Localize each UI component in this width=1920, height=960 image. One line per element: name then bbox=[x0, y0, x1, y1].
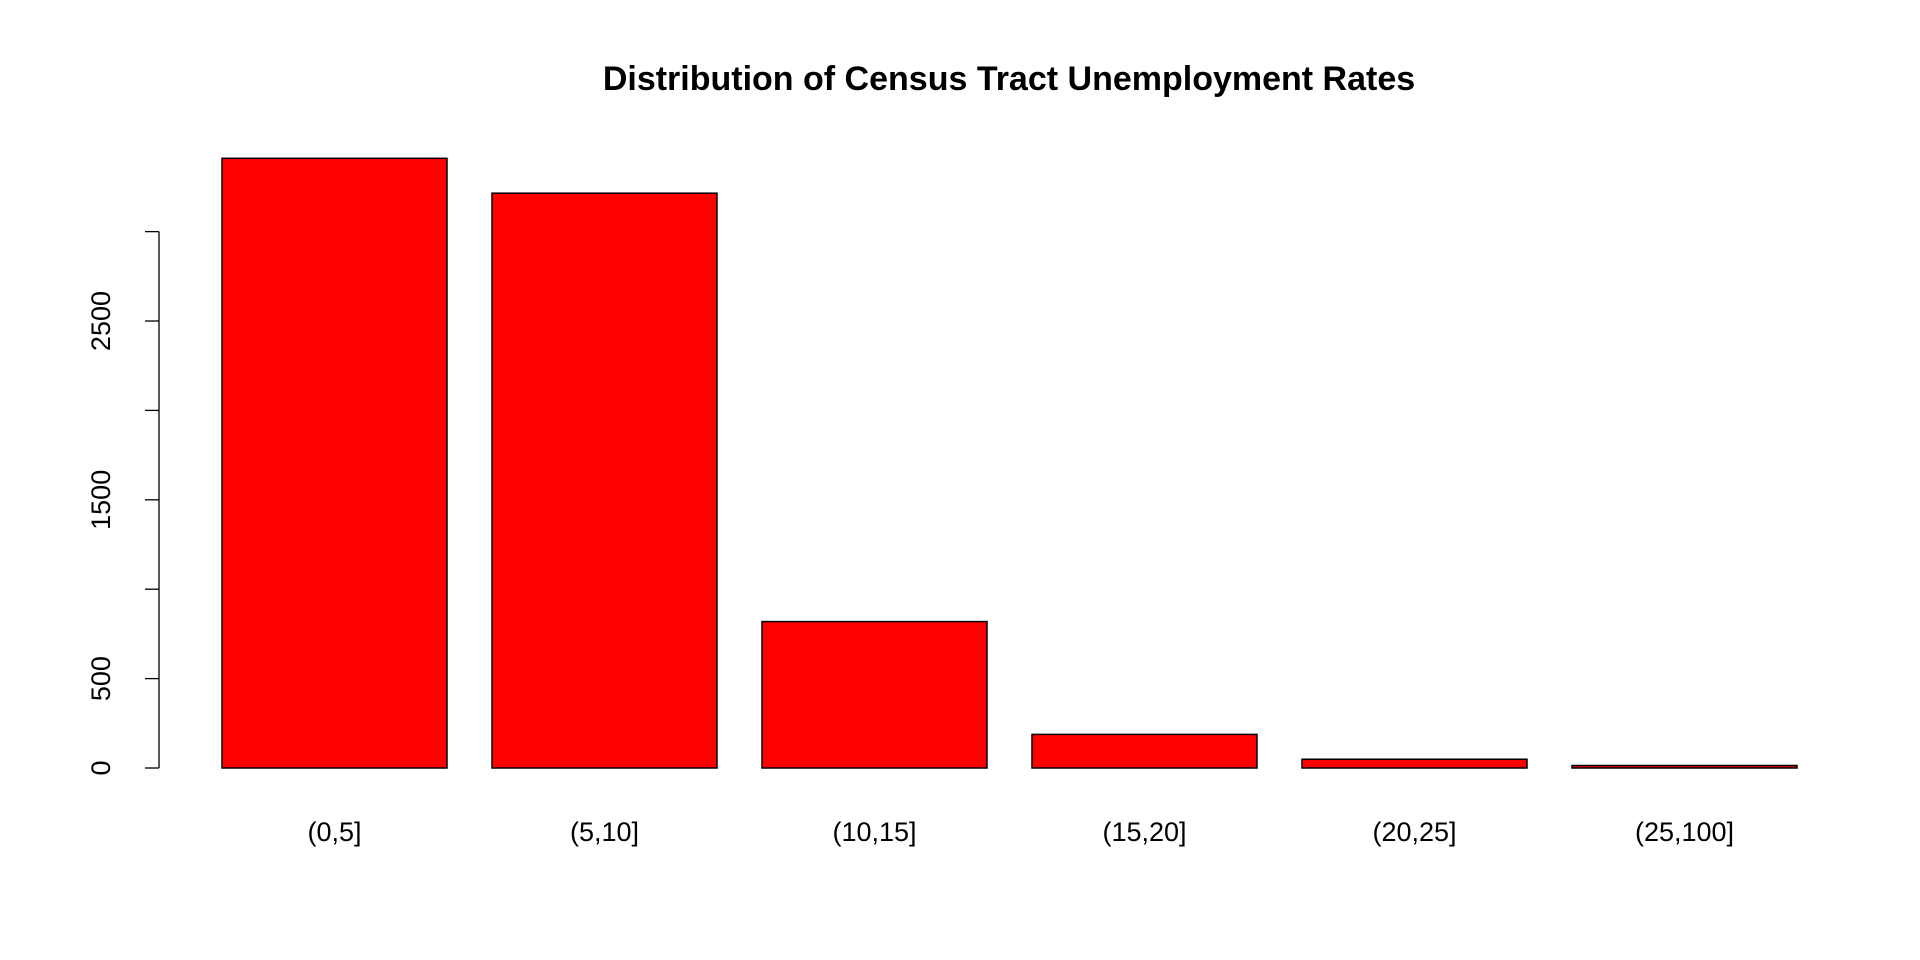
y-tick-label: 1500 bbox=[86, 470, 116, 530]
bar bbox=[761, 620, 988, 769]
x-tick-label: (10,15] bbox=[832, 817, 916, 847]
x-tick-label: (20,25] bbox=[1372, 817, 1456, 847]
bar bbox=[221, 157, 448, 769]
bar bbox=[1571, 764, 1798, 769]
bar bbox=[1031, 733, 1258, 769]
bar bbox=[491, 192, 718, 769]
y-tick-label: 500 bbox=[86, 656, 116, 701]
x-tick-label: (25,100] bbox=[1635, 817, 1734, 847]
y-tick-label: 2500 bbox=[86, 291, 116, 351]
chart-title: Distribution of Census Tract Unemploymen… bbox=[603, 60, 1415, 98]
x-tick-label: (5,10] bbox=[570, 817, 639, 847]
y-tick-label: 0 bbox=[86, 760, 116, 775]
bar bbox=[1301, 758, 1528, 769]
x-tick-label: (0,5] bbox=[307, 817, 361, 847]
x-tick-label: (15,20] bbox=[1102, 817, 1186, 847]
